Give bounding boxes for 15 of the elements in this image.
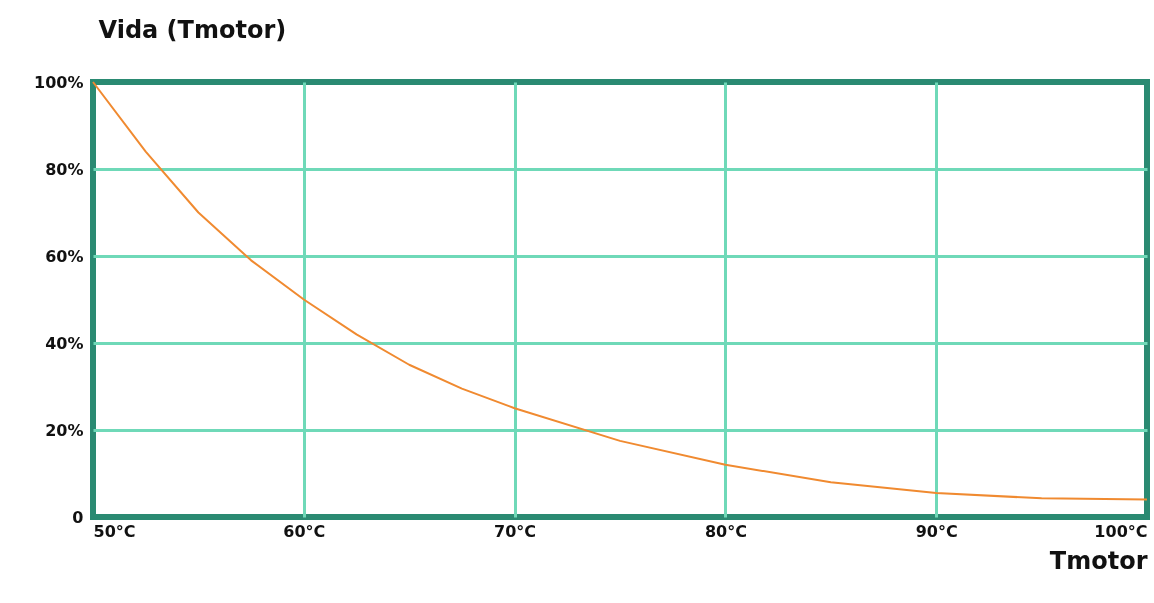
y-tick-label: 60% <box>45 246 84 266</box>
y-tick-label: 40% <box>45 333 84 353</box>
x-tick-label: 100°C <box>1094 521 1148 541</box>
x-tick-label: 60°C <box>283 521 326 541</box>
y-tick-label: 100% <box>34 72 84 92</box>
y-axis-title: Vida (Tmotor) <box>98 15 287 44</box>
x-axis-title: Tmotor <box>1049 546 1148 575</box>
x-tick-label: 70°C <box>494 521 537 541</box>
x-tick-label: 80°C <box>704 521 747 541</box>
y-tick-label: 0 <box>72 507 84 527</box>
y-tick-label: 80% <box>45 159 84 179</box>
line-series <box>92 81 1148 501</box>
x-tick-label: 50°C <box>93 521 136 541</box>
y-tick-label: 20% <box>45 420 84 440</box>
x-tick-label: 90°C <box>915 521 958 541</box>
